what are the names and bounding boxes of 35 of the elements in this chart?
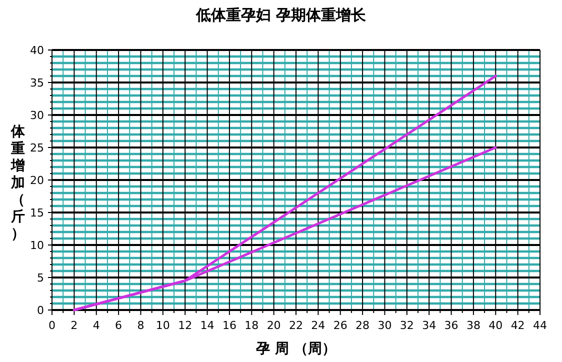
y-tick-label: 30 (30, 109, 44, 122)
x-tick-label: 22 (289, 319, 303, 332)
x-tick-label: 40 (488, 319, 503, 332)
y-tick-label: 25 (30, 142, 44, 154)
x-tick-label: 24 (311, 319, 326, 332)
x-tick-label: 12 (178, 319, 192, 332)
y-tick-label: 15 (30, 206, 44, 220)
x-tick-label: 16 (222, 319, 236, 332)
y-tick-label: 35 (30, 76, 44, 90)
x-tick-label: 36 (444, 319, 458, 332)
x-tick-label: 44 (533, 319, 547, 332)
y-tick-label: 40 (30, 44, 44, 57)
x-tick-label: 42 (510, 319, 525, 332)
x-tick-label: 32 (400, 319, 414, 332)
x-tick-label: 14 (200, 319, 214, 332)
x-tick-label: 4 (92, 319, 100, 332)
x-tick-label: 8 (137, 319, 144, 332)
y-tick-label: 5 (37, 272, 44, 284)
x-tick-label: 26 (333, 319, 348, 332)
x-tick-label: 0 (48, 319, 56, 332)
x-tick-label: 10 (156, 319, 170, 332)
x-tick-label: 38 (466, 319, 480, 332)
x-tick-label: 2 (70, 319, 78, 332)
y-axis-title: 体重增加（斤） (10, 124, 26, 242)
y-tick-label: 20 (30, 174, 44, 187)
x-axis-title: 孕 周 （周） (255, 341, 336, 357)
y-tick-label: 10 (30, 239, 44, 252)
x-tick-label: 20 (266, 319, 281, 332)
x-tick-label: 6 (115, 319, 122, 332)
x-tick-label: 18 (244, 319, 259, 332)
x-tick-label: 28 (356, 319, 370, 332)
y-tick-label: 0 (37, 304, 44, 317)
x-tick-label: 30 (378, 319, 392, 332)
x-tick-label: 34 (422, 319, 436, 332)
chart-title: 低体重孕妇 孕期体重增长 (194, 6, 368, 24)
